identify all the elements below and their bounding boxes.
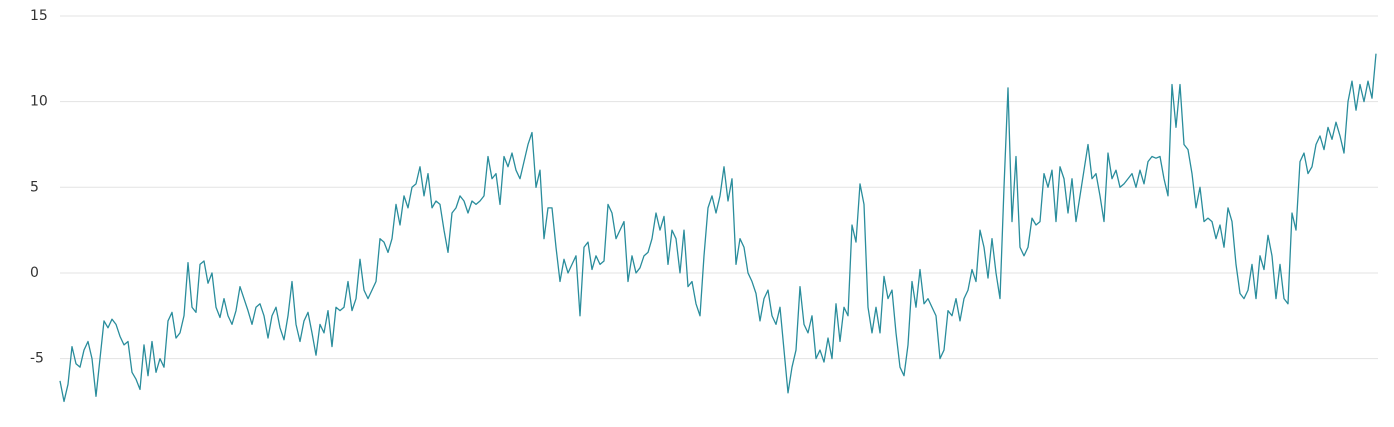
y-tick-label: 0 — [30, 265, 39, 281]
y-tick-label: -5 — [30, 351, 44, 367]
y-tick-label: 5 — [30, 179, 39, 195]
y-tick-label: 10 — [30, 94, 48, 110]
y-tick-label: 15 — [30, 8, 48, 24]
data-line — [59, 53, 1377, 403]
